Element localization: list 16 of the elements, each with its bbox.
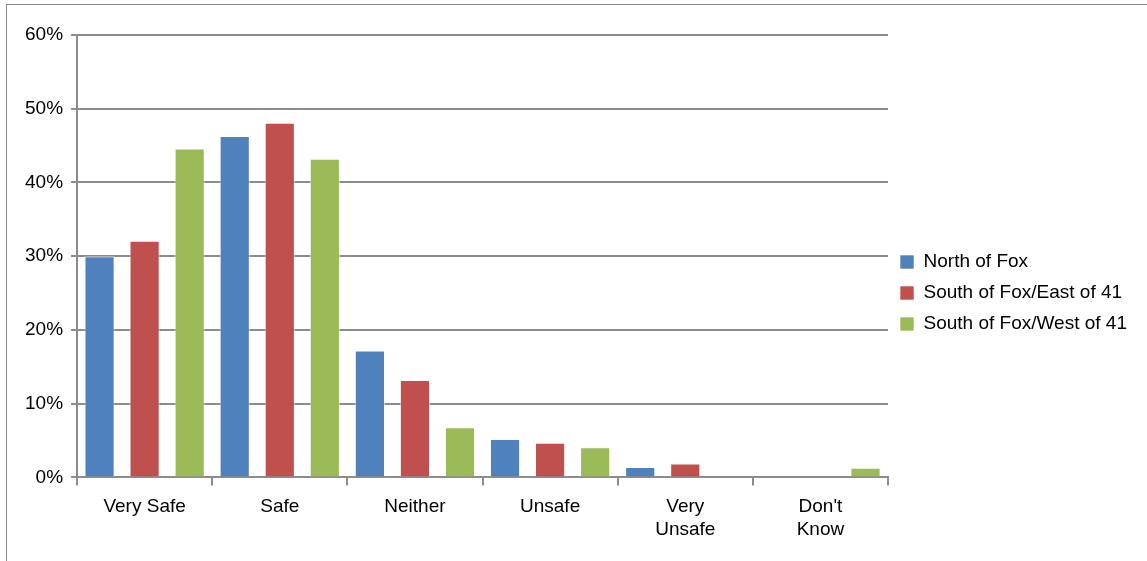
x-tick-label: Don't Know xyxy=(796,495,845,539)
legend-label: South of Fox/East of 41 xyxy=(923,281,1123,303)
y-tick-label: 10% xyxy=(25,391,64,413)
x-tick-label: Very Safe xyxy=(103,495,186,517)
x-tick-label: Unsafe xyxy=(520,495,581,517)
y-tick-label: 60% xyxy=(25,23,64,45)
legend-label: North of Fox xyxy=(923,250,1029,272)
legend-label: South of Fox/West of 41 xyxy=(923,312,1127,334)
x-tick-label: Very Unsafe xyxy=(655,495,716,539)
y-tick-label: 50% xyxy=(25,96,64,118)
y-tick-label: 0% xyxy=(35,465,64,487)
x-tick-label: Safe xyxy=(260,495,300,517)
y-tick-label: 30% xyxy=(25,244,64,266)
x-tick-label: Neither xyxy=(384,495,447,517)
y-tick-label: 40% xyxy=(25,170,64,192)
y-tick-label: 20% xyxy=(25,318,64,340)
